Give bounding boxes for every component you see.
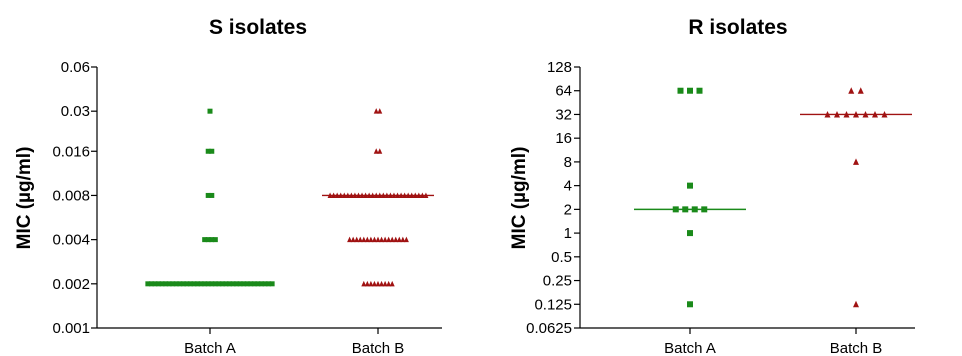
data-point-square (209, 192, 215, 198)
data-point-square (202, 237, 208, 243)
data-point-triangle (350, 236, 356, 243)
data-point-square (687, 230, 693, 237)
data-point-square (205, 237, 211, 243)
data-point-square (269, 281, 275, 287)
data-point-triangle (375, 236, 381, 243)
y-tick-label: 4 (564, 178, 572, 195)
y-tick-label: 0.002 (52, 276, 90, 293)
data-point-square (209, 237, 215, 243)
y-tick-label: 64 (555, 83, 572, 100)
data-point-triangle (377, 108, 383, 114)
y-tick-label: 0.008 (52, 187, 90, 204)
data-point-square (266, 281, 272, 287)
data-point-triangle (853, 300, 859, 308)
data-point-triangle (389, 236, 395, 243)
chart-title: R isolates (688, 16, 787, 39)
data-point-triangle (386, 280, 392, 287)
panel-r-isolates: R isolates MIC (µg/ml) 0.06250.1250.250.… (509, 16, 915, 356)
y-axis-label: MIC (µg/ml) (14, 147, 35, 250)
data-point-triangle (853, 158, 859, 165)
y-tick-label: 0.016 (52, 143, 90, 160)
x-tick-label-batch-b: Batch B (352, 340, 405, 356)
data-point-square (212, 237, 218, 243)
y-tick-label: 16 (555, 130, 572, 147)
data-point-triangle (379, 236, 385, 243)
data-point-triangle (848, 87, 855, 94)
panel-s-isolates: S isolates MIC (µg/ml) 0.0010.0020.0040.… (14, 16, 442, 356)
data-point-triangle (347, 236, 353, 243)
data-point-triangle (393, 236, 399, 243)
data-point-triangle (364, 236, 370, 243)
data-point-triangle (396, 236, 402, 243)
data-point-triangle (361, 280, 367, 287)
data-point-triangle (377, 148, 383, 154)
x-tick-label-batch-a: Batch A (184, 340, 236, 356)
y-tick-label: 0.25 (543, 273, 572, 290)
data-point-triangle (400, 236, 406, 243)
data-point-triangle (373, 108, 379, 114)
y-tick-label: 32 (555, 106, 572, 123)
data-point-triangle (354, 236, 360, 243)
y-tick-label: 0.03 (61, 103, 90, 120)
data-point-square (205, 192, 211, 198)
data-point-triangle (382, 280, 388, 287)
y-tick-label: 0.001 (52, 320, 90, 337)
data-point-triangle (357, 236, 363, 243)
data-point-triangle (379, 280, 385, 287)
data-point-square (687, 301, 693, 308)
data-point-square (209, 148, 215, 154)
y-tick-label: 8 (564, 154, 572, 171)
y-tick-label: 2 (564, 201, 572, 218)
data-point-triangle (386, 236, 392, 243)
data-point-triangle (375, 280, 381, 287)
data-point-square (145, 281, 151, 287)
y-tick-label: 0.004 (52, 232, 90, 249)
y-tick-label: 128 (547, 59, 572, 76)
data-point-triangle (857, 87, 864, 94)
data-point-square (687, 87, 693, 94)
data-point-triangle (382, 236, 388, 243)
data-marks (145, 108, 434, 287)
data-point-square (677, 87, 684, 94)
data-point-triangle (371, 236, 377, 243)
data-point-triangle (368, 280, 374, 287)
axes: 0.001 0.002 0.004 0.008 0.016 0.03 0.06 (52, 59, 442, 337)
x-tick-label-batch-b: Batch B (830, 340, 883, 356)
data-marks (634, 87, 912, 308)
data-point-square (148, 281, 154, 287)
data-point-triangle (364, 280, 370, 287)
y-axis-label: MIC (µg/ml) (509, 147, 530, 250)
data-point-triangle (371, 280, 377, 287)
data-point-square (687, 182, 693, 189)
data-point-triangle (389, 280, 395, 287)
y-tick-label: 1 (564, 225, 572, 242)
chart-title: S isolates (209, 16, 307, 39)
data-point-square (696, 87, 703, 94)
y-tick-label: 0.06 (61, 59, 90, 76)
axes: 0.0625 0.125 0.25 0.5 1 2 4 8 16 32 64 128 (526, 59, 915, 337)
data-point-triangle (368, 236, 374, 243)
data-point-triangle (361, 236, 367, 243)
y-tick-label: 0.5 (551, 249, 572, 266)
x-tick-label-batch-a: Batch A (664, 340, 716, 356)
data-point-square (207, 108, 213, 114)
data-point-square (205, 148, 211, 154)
data-point-triangle (373, 148, 379, 154)
y-tick-label: 0.0625 (526, 320, 572, 337)
data-point-triangle (403, 236, 409, 243)
y-tick-label: 0.125 (534, 296, 572, 313)
